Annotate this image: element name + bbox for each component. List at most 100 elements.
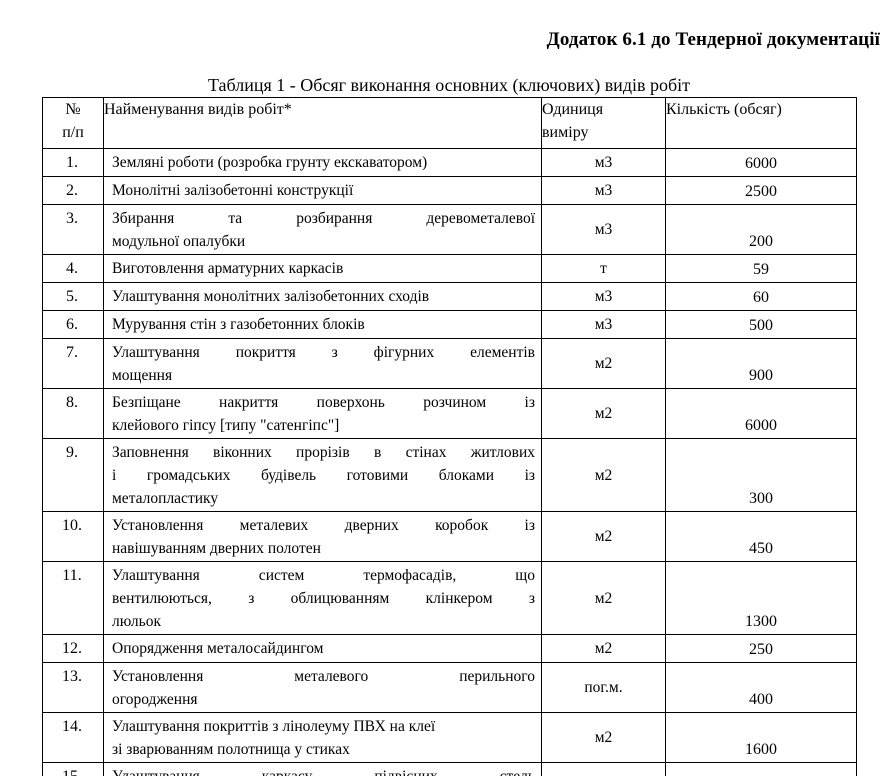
cell-work-description: Улаштування покриттів з лінолеуму ПВХ на… (103, 712, 542, 763)
cell-row-number: 4. (42, 254, 104, 283)
cell-quantity: 2500 (665, 176, 857, 205)
table-row: 10. Установлення металевих дверних коробо… (42, 511, 857, 562)
table-row: 4. Виготовлення арматурних каркасів т 59 (42, 254, 857, 283)
table-row: 1. Земляні роботи (розробка грунту екскав… (42, 148, 857, 177)
cell-work-description: Установлення металевих дверних коробок і… (103, 511, 542, 562)
cell-unit-of-measure: м3 (541, 282, 666, 311)
work-description-line: огородження (112, 691, 198, 708)
work-description-line: модульної опалубки (112, 233, 246, 250)
work-description-line: і громадських будівель готовими блоками … (112, 467, 535, 484)
cell-work-description: Збирання та розбирання деревометалевої мо… (103, 204, 542, 255)
table-row: 5. Улаштування монолітних залізобетонних … (42, 282, 857, 311)
cell-work-description: Монолітні залізобетонні конструкції (103, 176, 542, 205)
cell-unit-of-measure: пог.м. (541, 662, 666, 713)
cell-row-number: 15. (42, 762, 104, 776)
cell-row-number: 12. (42, 634, 104, 663)
table-row: 12. Опорядження металосайдингом м2 250 (42, 634, 857, 663)
cell-row-number: 2. (42, 176, 104, 205)
column-header-number-line2: п/п (62, 124, 84, 141)
cell-unit-of-measure: м2 (541, 762, 666, 776)
cell-quantity: 1300 (665, 561, 857, 635)
cell-quantity: 6000 (665, 388, 857, 439)
column-header-description: Найменування видів робіт* (103, 97, 542, 149)
cell-row-number: 5. (42, 282, 104, 311)
cell-unit-of-measure: м2 (541, 561, 666, 635)
cell-row-number: 1. (42, 148, 104, 177)
works-volume-table: № п/п Найменування видів робіт* Одиниця … (42, 97, 857, 776)
cell-work-description: Улаштування каркасу підвісних стельУклад… (103, 762, 542, 776)
cell-work-description: Мурування стін з газобетонних блоків (103, 310, 542, 339)
cell-unit-of-measure: м2 (541, 338, 666, 389)
work-description-line: люльок (112, 613, 162, 630)
table-row: 9. Заповнення віконних прорізів в стінах … (42, 438, 857, 512)
table-row: 14. Улаштування покриттів з лінолеуму ПВХ… (42, 712, 857, 763)
column-header-unit-line1: Одиниця (542, 101, 604, 118)
cell-work-description: Улаштування покриття з фігурних елементі… (103, 338, 542, 389)
table-row: 8. Безпіщане накриття поверхонь розчином … (42, 388, 857, 439)
column-header-quantity: Кількість (обсяг) (665, 97, 857, 149)
work-description-line: Мурування стін з газобетонних блоків (112, 316, 365, 333)
cell-unit-of-measure: м3 (541, 176, 666, 205)
cell-unit-of-measure: м2 (541, 634, 666, 663)
table-body: 1. Земляні роботи (розробка грунту екскав… (42, 148, 857, 776)
cell-quantity: 450 (665, 511, 857, 562)
table-row: 11. Улаштування систем термофасадів, що ве… (42, 561, 857, 635)
cell-unit-of-measure: м2 (541, 388, 666, 439)
cell-row-number: 13. (42, 662, 104, 713)
cell-row-number: 3. (42, 204, 104, 255)
work-description-line: клейового гіпсу [типу "сатенгіпс"] (112, 417, 340, 434)
cell-unit-of-measure: м2 (541, 511, 666, 562)
cell-row-number: 14. (42, 712, 104, 763)
table-row: 7. Улаштування покриття з фігурних елемен… (42, 338, 857, 389)
table-caption: Таблиця 1 - Обсяг виконання основних (кл… (207, 75, 691, 95)
work-description-line: Улаштування покриття з фігурних елементі… (112, 344, 535, 361)
work-description-line: вентилюються, з облицюванням клінкером з (112, 590, 535, 607)
cell-row-number: 8. (42, 388, 104, 439)
column-header-number-line1: № (65, 101, 81, 118)
work-description-line: Заповнення віконних прорізів в стінах жи… (112, 444, 535, 461)
cell-work-description: Улаштування монолітних залізобетонних сх… (103, 282, 542, 311)
table-header-row: № п/п Найменування видів робіт* Одиниця … (42, 97, 857, 149)
table-header: № п/п Найменування видів робіт* Одиниця … (42, 97, 857, 149)
cell-unit-of-measure: м3 (541, 204, 666, 255)
work-description-line: Улаштування покриттів з лінолеуму ПВХ на… (112, 718, 436, 735)
cell-row-number: 7. (42, 338, 104, 389)
work-description-line: Виготовлення арматурних каркасів (112, 260, 344, 277)
cell-quantity: 900 (665, 338, 857, 389)
cell-row-number: 10. (42, 511, 104, 562)
cell-work-description: Заповнення віконних прорізів в стінах жи… (103, 438, 542, 512)
cell-unit-of-measure: м3 (541, 148, 666, 177)
work-description-line: Монолітні залізобетонні конструкції (112, 182, 354, 199)
table-row: 15.Улаштування каркасу підвісних стельУк… (42, 762, 857, 776)
cell-row-number: 11. (42, 561, 104, 635)
work-description-line: зі зварюванням полотнища у стиках (112, 741, 350, 758)
cell-quantity: 400 (665, 662, 857, 713)
work-description-line: Улаштування каркасу підвісних стель (112, 765, 535, 776)
cell-quantity: 300 (665, 438, 857, 512)
cell-quantity: 1600 (665, 712, 857, 763)
cell-quantity: 6000 (665, 148, 857, 177)
column-header-unit: Одиниця виміру (541, 97, 666, 149)
work-description-line: Улаштування монолітних залізобетонних сх… (112, 288, 430, 305)
cell-quantity: 200 (665, 204, 857, 255)
work-description-line: Опорядження металосайдингом (112, 640, 324, 657)
work-description-line: Збирання та розбирання деревометалевої (112, 210, 535, 227)
cell-unit-of-measure: м2 (541, 712, 666, 763)
cell-row-number: 6. (42, 310, 104, 339)
cell-quantity: 250 (665, 634, 857, 663)
cell-unit-of-measure: т (541, 254, 666, 283)
work-description-line: металопластику (112, 490, 219, 507)
cell-work-description: Опорядження металосайдингом (103, 634, 542, 663)
cell-unit-of-measure: м3 (541, 310, 666, 339)
cell-work-description: Установлення металевого перильного огород… (103, 662, 542, 713)
table-row: 2. Монолітні залізобетонні конструкції м3 2… (42, 176, 857, 205)
column-header-description-line1: Найменування видів робіт* (104, 101, 292, 118)
work-description-line: Улаштування систем термофасадів, що (112, 567, 535, 584)
cell-row-number: 9. (42, 438, 104, 512)
cell-unit-of-measure: м2 (541, 438, 666, 512)
column-header-number: № п/п (42, 97, 104, 149)
work-description-line: мощення (112, 367, 173, 384)
table-row: 3. Збирання та розбирання деревометалевої… (42, 204, 857, 255)
cell-work-description: Виготовлення арматурних каркасів (103, 254, 542, 283)
